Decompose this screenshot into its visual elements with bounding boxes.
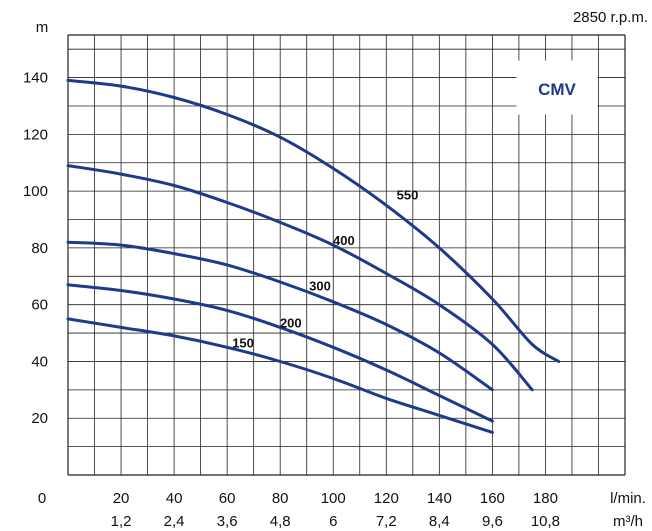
- x-axis-unit: l/min.: [610, 490, 646, 507]
- x-tick-label: 60: [219, 490, 236, 507]
- x-tick-label: 140: [427, 490, 452, 507]
- curve-400: [66, 164, 534, 392]
- curve-150: [66, 317, 494, 434]
- brand-label: CMV: [538, 80, 576, 99]
- x-tick-label-secondary: 7,2: [376, 513, 397, 530]
- x-tick-label: 100: [321, 490, 346, 507]
- y-tick-label: 60: [31, 297, 48, 314]
- x-tick-label: 180: [533, 490, 558, 507]
- y-tick-label: 140: [23, 70, 48, 87]
- curve-label-150: 150: [232, 335, 254, 350]
- curve-labels: 550 400 300 200 150: [232, 188, 418, 351]
- x-tick-label: 40: [166, 490, 183, 507]
- axes: 20 40 60 80 100 120 140 m 0 20 1,2 40 2,4 60 3,6 80 4,8 1…: [23, 19, 646, 530]
- x-tick-label: 120: [374, 490, 399, 507]
- curve-550: [66, 78, 561, 363]
- x-axis-unit-secondary: m³/h: [613, 513, 643, 530]
- grid: [67, 34, 626, 476]
- x-tick-label-secondary: 2,4: [164, 513, 185, 530]
- curve-label-550: 550: [397, 188, 419, 203]
- curve-200: [66, 283, 494, 423]
- curve-label-300: 300: [309, 278, 331, 293]
- x-tick-label-secondary: 8,4: [429, 513, 450, 530]
- y-tick-label: 20: [31, 410, 48, 427]
- y-tick-label: 80: [31, 240, 48, 257]
- curve-label-200: 200: [280, 315, 302, 330]
- x-tick-label: 160: [480, 490, 505, 507]
- y-tick-label: 40: [31, 353, 48, 370]
- x-tick-label-secondary: 1,2: [111, 513, 132, 530]
- x-tick-label-secondary: 9,6: [482, 513, 503, 530]
- x-tick-label: 20: [113, 490, 130, 507]
- brand-legend-box: [516, 60, 598, 115]
- x-tick-label-secondary: 10,8: [531, 513, 560, 530]
- x-tick-label-secondary: 6: [329, 513, 337, 530]
- x-tick-label-secondary: 4,8: [270, 513, 291, 530]
- x-tick-label: 80: [272, 490, 289, 507]
- curve-label-400: 400: [333, 233, 355, 248]
- curves: [66, 78, 561, 434]
- y-tick-label: 100: [23, 183, 48, 200]
- origin-label: 0: [38, 490, 46, 507]
- y-axis-unit: m: [36, 19, 49, 36]
- y-tick-label: 120: [23, 126, 48, 143]
- speed-label: 2850 r.p.m.: [573, 9, 648, 26]
- curve-300: [66, 240, 494, 392]
- x-tick-label-secondary: 3,6: [217, 513, 238, 530]
